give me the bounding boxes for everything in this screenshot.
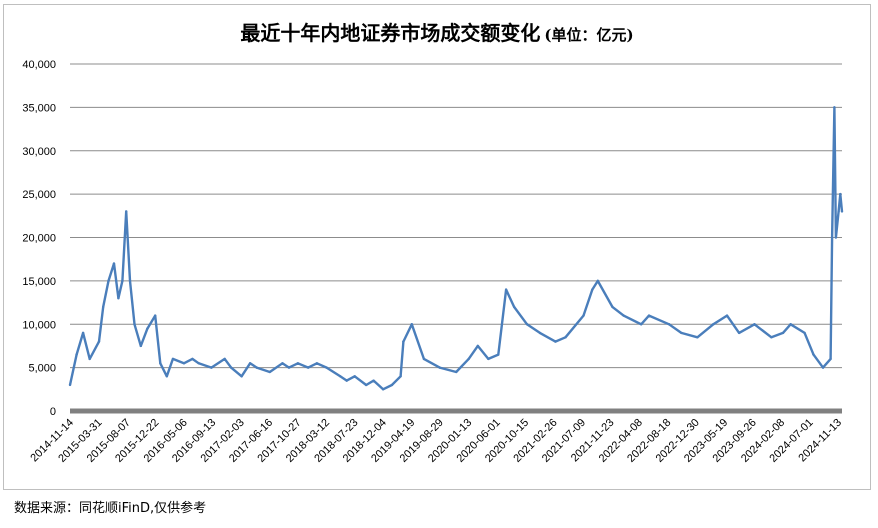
data-point	[667, 323, 671, 326]
data-point	[399, 375, 402, 378]
data-point	[112, 262, 116, 265]
data-point	[830, 236, 834, 239]
data-point	[840, 210, 844, 213]
data-point	[789, 323, 792, 326]
data-point	[97, 340, 101, 343]
data-point	[353, 375, 356, 378]
data-point	[281, 362, 284, 365]
data-point	[422, 357, 426, 361]
data-point	[128, 279, 132, 283]
data-point	[133, 323, 136, 326]
data-point	[248, 362, 252, 365]
data-point	[770, 336, 773, 339]
data-point	[821, 366, 825, 369]
series-line	[68, 106, 844, 391]
data-point	[834, 236, 838, 239]
data-point	[410, 323, 414, 326]
data-point	[153, 314, 157, 317]
data-point	[725, 314, 729, 317]
data-point	[182, 362, 186, 365]
data-point	[121, 279, 124, 283]
data-point	[538, 331, 542, 335]
data-point	[611, 305, 614, 309]
data-point	[107, 279, 110, 283]
data-point	[139, 344, 143, 348]
data-point	[117, 297, 120, 300]
data-point	[296, 362, 300, 365]
data-point	[554, 340, 557, 343]
data-point	[390, 383, 394, 387]
data-point	[146, 327, 149, 330]
chart-title: 最近十年内地证券市场成交额变化 (单位：亿元)	[240, 21, 633, 45]
y-tick-label: 10,000	[22, 319, 56, 331]
data-point	[255, 366, 258, 369]
data-point	[364, 383, 368, 387]
data-point	[240, 375, 243, 378]
data-point	[268, 370, 271, 374]
data-point	[696, 336, 699, 339]
y-tick-label: 20,000	[22, 233, 56, 245]
data-point	[325, 366, 328, 369]
data-point	[803, 331, 806, 335]
y-tick-label: 0	[50, 406, 56, 418]
y-tick-label: 5,000	[28, 363, 56, 375]
data-point	[197, 362, 200, 365]
data-point	[171, 357, 175, 361]
data-point	[487, 357, 490, 361]
data-point	[737, 331, 741, 335]
data-point	[210, 366, 213, 369]
data-point	[101, 305, 105, 309]
data-point	[75, 353, 78, 356]
data-point	[372, 379, 375, 382]
data-point	[497, 353, 500, 356]
data-point	[338, 375, 342, 378]
data-point	[680, 331, 683, 335]
data-point	[582, 314, 585, 317]
data-point	[402, 340, 405, 343]
data-point	[223, 357, 226, 361]
data-point	[812, 353, 815, 356]
data-point	[512, 305, 516, 309]
data-point	[307, 366, 310, 369]
data-point	[88, 357, 91, 361]
data-point	[191, 357, 194, 361]
data-point	[622, 314, 625, 317]
data-point	[839, 192, 842, 196]
data-point	[833, 106, 836, 109]
data-point	[639, 323, 643, 326]
y-tick-label: 25,000	[22, 189, 56, 201]
data-point	[647, 314, 651, 317]
data-point	[438, 366, 441, 369]
data-point	[712, 323, 715, 326]
data-point	[525, 323, 529, 326]
data-point	[455, 370, 458, 374]
data-point	[596, 279, 600, 283]
data-point	[753, 323, 756, 326]
data-point	[476, 344, 479, 348]
y-tick-label: 40,000	[22, 59, 56, 71]
data-point	[125, 210, 128, 213]
y-tick-label: 30,000	[22, 146, 56, 158]
y-tick-label: 15,000	[22, 276, 56, 288]
data-point	[467, 357, 470, 361]
y-tick-label: 35,000	[22, 102, 56, 114]
data-point	[829, 357, 832, 361]
data-point	[381, 388, 385, 391]
data-point	[287, 366, 291, 369]
data-point	[781, 331, 785, 335]
data-point	[564, 336, 567, 339]
data-point	[229, 366, 233, 369]
source-note: 数据来源：同花顺iFinD,仅供参考	[14, 501, 207, 516]
data-point	[68, 383, 72, 387]
data-point	[591, 288, 594, 291]
data-point	[837, 210, 840, 213]
data-point	[159, 362, 162, 365]
data-point	[345, 379, 348, 382]
data-point	[81, 331, 85, 335]
data-point	[315, 362, 319, 365]
data-point	[504, 288, 508, 291]
data-point	[165, 375, 169, 378]
